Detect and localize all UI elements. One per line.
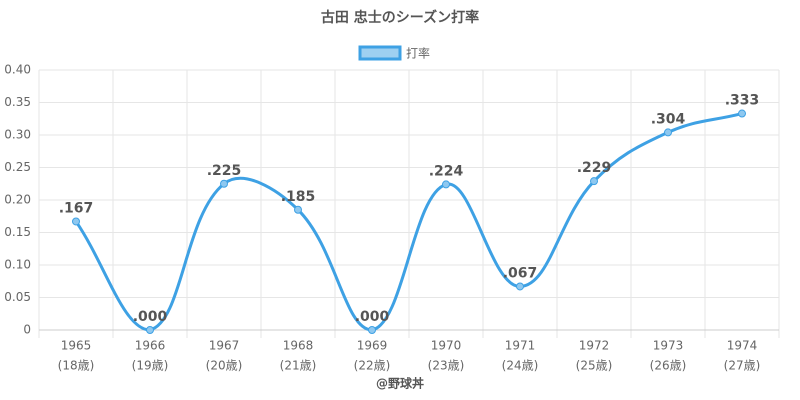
point <box>72 217 80 226</box>
y-tick-label: 0.15 <box>4 225 31 239</box>
point <box>368 326 376 334</box>
y-tick-label: 0.05 <box>4 290 31 304</box>
value-label: .000 <box>133 309 168 325</box>
y-tick-label: 0.30 <box>4 128 31 142</box>
value-label: .067 <box>503 265 538 281</box>
value-label: .225 <box>207 163 242 179</box>
x-tick-label: (18歳) <box>58 359 95 373</box>
x-tick-label: (20歳) <box>206 359 243 373</box>
point <box>220 179 228 188</box>
point <box>664 128 672 137</box>
point <box>442 180 450 189</box>
x-tick-label: (26歳) <box>650 359 687 373</box>
point <box>516 282 524 291</box>
value-label: .185 <box>281 189 316 205</box>
legend-label: 打率 <box>406 46 430 61</box>
chart-title: 古田 忠士のシーズン打率 <box>321 9 479 26</box>
x-tick-label: 1969 <box>357 339 388 353</box>
y-tick-label: 0.10 <box>4 258 31 272</box>
value-label: .167 <box>59 200 94 216</box>
x-tick-label: (22歳) <box>354 359 391 373</box>
x-tick-label: (21歳) <box>280 359 317 373</box>
x-tick-label: (27歳) <box>724 359 761 373</box>
x-tick-label: 1965 <box>61 339 92 353</box>
value-label: .229 <box>577 160 612 176</box>
credit: @野球丼 <box>376 376 424 391</box>
x-tick-label: 1966 <box>135 339 166 353</box>
value-label: .304 <box>651 111 686 127</box>
point <box>294 205 302 214</box>
value-label: .224 <box>429 163 464 179</box>
value-label: .333 <box>725 93 760 109</box>
point <box>590 177 598 186</box>
y-tick-label: 0.20 <box>4 193 31 207</box>
x-tick-label: (23歳) <box>428 359 465 373</box>
x-tick-label: 1970 <box>431 339 462 353</box>
y-tick-label: 0.35 <box>4 95 31 109</box>
x-tick-label: 1974 <box>727 339 758 353</box>
value-label: .000 <box>355 309 390 325</box>
legend-swatch <box>358 45 402 61</box>
y-tick-label: 0 <box>23 323 31 337</box>
point <box>146 326 154 334</box>
x-tick-label: (24歳) <box>502 359 539 373</box>
x-tick-label: 1968 <box>283 339 314 353</box>
x-tick-label: 1973 <box>653 339 684 353</box>
x-tick-label: 1967 <box>209 339 240 353</box>
x-tick-label: (25歳) <box>576 359 613 373</box>
line <box>74 112 743 332</box>
x-tick-label: 1972 <box>579 339 610 353</box>
point <box>738 109 746 118</box>
y-tick-label: 0.40 <box>4 63 31 77</box>
x-tick-label: 1971 <box>505 339 536 353</box>
y-tick-label: 0.25 <box>4 160 31 174</box>
x-tick-label: (19歳) <box>132 359 169 373</box>
